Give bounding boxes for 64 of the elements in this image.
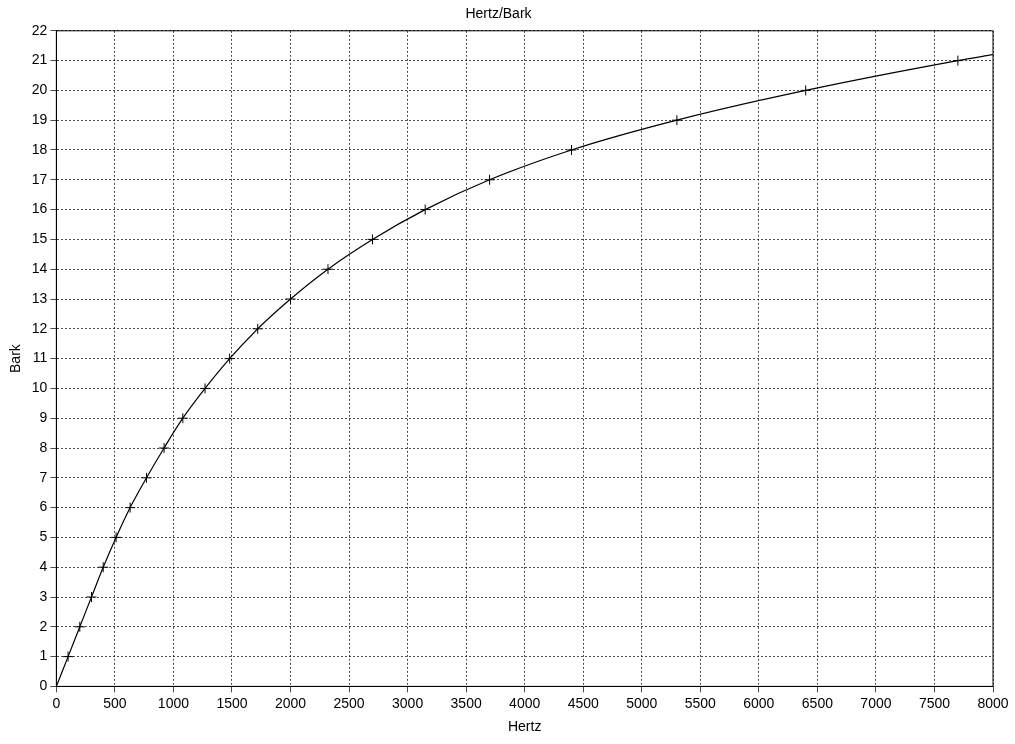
y-tick-label: 13: [31, 289, 48, 306]
y-tick-label: 17: [31, 170, 48, 187]
point: [952, 55, 964, 67]
point: [62, 651, 74, 663]
x-tick-label: 5000: [626, 694, 658, 711]
y-tick-label: 2: [39, 617, 48, 634]
point: [177, 412, 189, 424]
y-tick-label: 3: [39, 587, 48, 604]
x-tick-label: 4500: [567, 694, 600, 711]
y-tick-label: 4: [39, 558, 48, 575]
x-tick-label: 2500: [333, 694, 365, 711]
y-tick-label: 6: [39, 498, 48, 515]
x-tick-label: 3500: [450, 694, 482, 711]
point: [671, 114, 683, 126]
point: [124, 502, 136, 514]
y-tick-label: 16: [31, 200, 48, 217]
y-tick-label: 20: [31, 81, 48, 98]
x-tick-label: 1500: [216, 694, 248, 711]
y-axis-title: Bark: [7, 343, 24, 373]
point: [74, 621, 86, 633]
x-tick-label: 8000: [977, 694, 1009, 711]
y-tick-label: 1: [39, 647, 48, 664]
x-tick-label: 3000: [392, 694, 424, 711]
x-tick-label: 4000: [509, 694, 541, 711]
point: [484, 174, 496, 186]
x-tick-label: 7000: [860, 694, 892, 711]
point: [285, 293, 297, 305]
point: [366, 233, 378, 245]
x-tick-label: 6500: [801, 694, 834, 711]
y-tick-label: 0: [39, 677, 48, 694]
point: [141, 472, 153, 484]
y-tick-label: 10: [31, 379, 48, 396]
y-tick-label: 22: [31, 21, 48, 38]
y-tick-label: 5: [39, 528, 48, 545]
point: [110, 531, 122, 543]
y-tick-label: 7: [39, 468, 48, 485]
point: [158, 442, 170, 454]
point: [252, 323, 264, 335]
x-tick-label: 5500: [684, 694, 717, 711]
x-tick-label: 6000: [743, 694, 775, 711]
x-tick-label: 2000: [274, 694, 307, 711]
x-tick-label: 0: [52, 694, 61, 711]
chart-title: Hertz/Bark: [465, 5, 533, 22]
y-tick-label: 19: [31, 111, 48, 128]
y-tick-label: 15: [31, 230, 48, 247]
point: [224, 353, 236, 365]
y-tick-label: 12: [31, 319, 48, 336]
y-tick-label: 18: [31, 140, 48, 157]
point: [419, 204, 431, 216]
point: [800, 84, 812, 96]
y-tick-label: 9: [39, 409, 48, 426]
y-tick-label: 14: [31, 260, 48, 277]
x-tick-label: 7500: [918, 694, 951, 711]
point: [86, 591, 97, 603]
point: [97, 561, 109, 573]
point: [322, 263, 334, 275]
point: [566, 144, 578, 156]
x-tick-label: 1000: [157, 694, 190, 711]
y-tick-label: 21: [31, 51, 48, 68]
x-tick-label: 500: [103, 694, 127, 711]
x-axis-title: Hertz: [507, 718, 542, 735]
point: [199, 382, 211, 394]
y-tick-label: 11: [32, 349, 48, 366]
y-tick-label: 8: [39, 438, 48, 455]
